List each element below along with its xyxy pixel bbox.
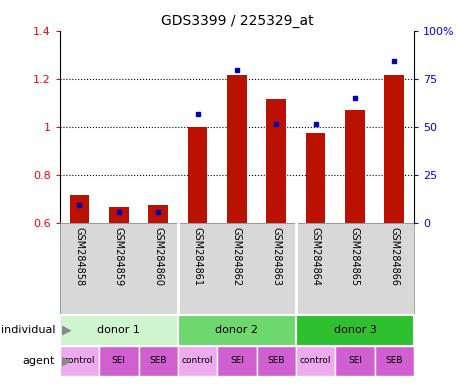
Bar <box>99 346 138 376</box>
Bar <box>384 75 403 223</box>
Text: GSM284858: GSM284858 <box>74 227 84 286</box>
Bar <box>60 315 178 346</box>
Text: SEB: SEB <box>267 356 285 366</box>
Bar <box>60 346 99 376</box>
Text: individual: individual <box>1 325 55 335</box>
Bar <box>256 346 295 376</box>
Text: ▶: ▶ <box>62 324 72 337</box>
Text: donor 1: donor 1 <box>97 325 140 335</box>
Bar <box>217 346 256 376</box>
Text: GSM284863: GSM284863 <box>271 227 280 286</box>
Bar <box>295 346 335 376</box>
Text: SEI: SEI <box>230 356 243 366</box>
Bar <box>109 207 129 223</box>
Text: donor 2: donor 2 <box>215 325 258 335</box>
Text: agent: agent <box>23 356 55 366</box>
Text: GSM284866: GSM284866 <box>388 227 398 286</box>
Bar <box>335 346 374 376</box>
Text: SEB: SEB <box>385 356 402 366</box>
Text: GSM284859: GSM284859 <box>113 227 123 286</box>
Text: SEI: SEI <box>347 356 361 366</box>
Text: SEB: SEB <box>149 356 167 366</box>
Text: SEI: SEI <box>112 356 126 366</box>
Bar <box>295 315 413 346</box>
Bar <box>69 195 89 223</box>
Text: GSM284861: GSM284861 <box>192 227 202 286</box>
Bar <box>187 127 207 223</box>
Bar <box>178 315 295 346</box>
Title: GDS3399 / 225329_at: GDS3399 / 225329_at <box>160 14 313 28</box>
Bar <box>138 346 178 376</box>
Text: GSM284864: GSM284864 <box>310 227 320 286</box>
Text: ▶: ▶ <box>62 354 72 367</box>
Bar <box>305 133 325 223</box>
Bar <box>148 205 168 223</box>
Text: GSM284860: GSM284860 <box>153 227 163 286</box>
Text: control: control <box>181 356 213 366</box>
Text: control: control <box>64 356 95 366</box>
Bar <box>344 110 364 223</box>
Text: donor 3: donor 3 <box>333 325 375 335</box>
Bar <box>374 346 413 376</box>
Text: control: control <box>299 356 330 366</box>
Text: GSM284862: GSM284862 <box>231 227 241 286</box>
Bar <box>178 346 217 376</box>
Text: GSM284865: GSM284865 <box>349 227 359 286</box>
Bar <box>266 99 285 223</box>
Bar <box>227 75 246 223</box>
